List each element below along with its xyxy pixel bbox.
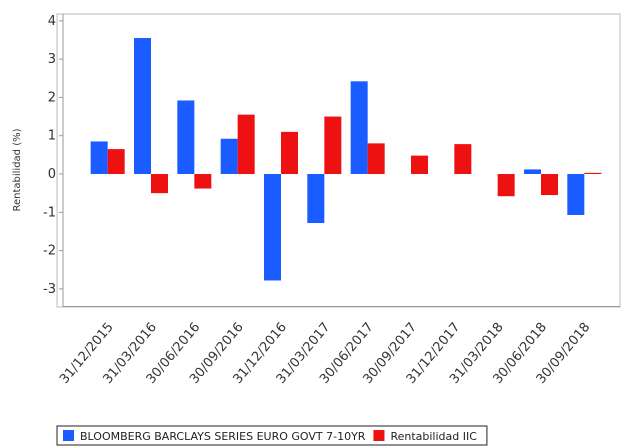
- bar-rentabilidad-7: [411, 155, 428, 174]
- bar-rentabilidad-5: [324, 116, 342, 174]
- y-tick-label: 4: [48, 14, 56, 29]
- bar-benchmark-3: [220, 138, 238, 174]
- bar-rentabilidad-0: [107, 149, 125, 174]
- y-axis: -3 -2 -1 0 1 2 3 4: [43, 14, 64, 307]
- bar-benchmark-4: [264, 174, 281, 281]
- bar-rentabilidad-1: [151, 174, 168, 194]
- bar-benchmark-0: [90, 141, 108, 174]
- bar-rentabilidad-4: [281, 131, 298, 174]
- legend-label: Rentabilidad IIC: [390, 430, 477, 443]
- y-tick-label: -1: [43, 205, 56, 220]
- legend-swatch: [63, 430, 74, 441]
- bar-benchmark-1: [134, 38, 151, 174]
- legend-swatch: [373, 430, 385, 441]
- y-tick-label: 3: [48, 52, 56, 67]
- bar-rentabilidad-3: [237, 114, 255, 174]
- bar-benchmark-6: [350, 81, 368, 174]
- bar-benchmark-2: [177, 100, 195, 174]
- bar-rentabilidad-2: [194, 174, 212, 189]
- bar-rentabilidad-6: [367, 143, 385, 174]
- bar-rentabilidad-10: [541, 174, 558, 196]
- y-tick-label: 2: [48, 90, 56, 105]
- y-tick-label: 0: [48, 167, 56, 182]
- bar-rentabilidad-11: [584, 172, 602, 174]
- y-axis-label: Rentabilidad (%): [12, 128, 23, 211]
- y-tick-label: -2: [43, 244, 56, 259]
- y-tick-label: -3: [43, 282, 56, 297]
- legend-label: BLOOMBERG BARCLAYS SERIES EURO GOVT 7-10…: [80, 430, 366, 443]
- x-axis: 31/12/201531/03/201630/06/201630/09/2016…: [57, 306, 620, 387]
- bar-benchmark-10: [524, 169, 541, 174]
- bar-rentabilidad-9: [497, 174, 515, 197]
- bar-benchmark-11: [567, 174, 585, 215]
- y-tick-label: 1: [48, 129, 56, 144]
- bar-rentabilidad-8: [454, 144, 472, 174]
- legend: BLOOMBERG BARCLAYS SERIES EURO GOVT 7-10…: [56, 425, 488, 446]
- bar-benchmark-5: [307, 174, 325, 224]
- bars: [90, 38, 602, 281]
